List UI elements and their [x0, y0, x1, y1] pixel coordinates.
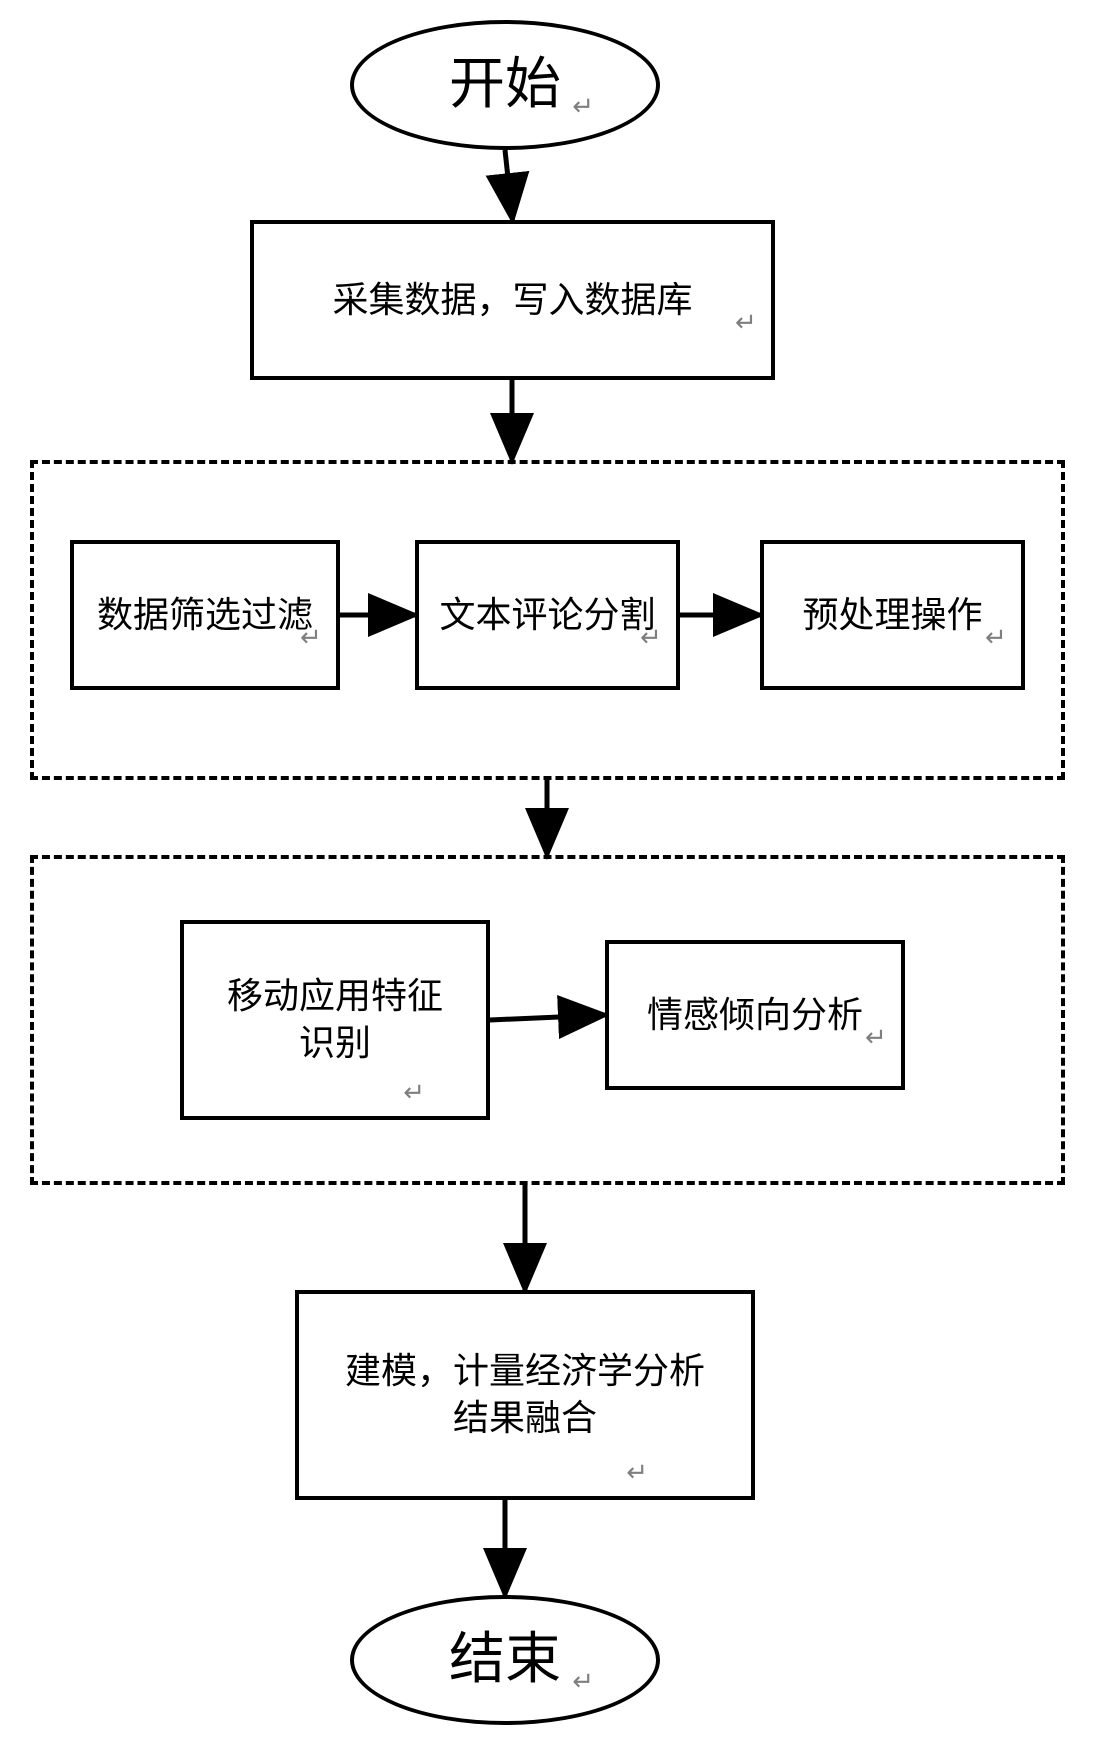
edge-start-collect — [505, 150, 513, 220]
filter-label: 数据筛选过滤 — [97, 592, 313, 639]
model-return-mark: ↵ — [626, 1457, 648, 1488]
preproc-return-mark: ↵ — [985, 622, 1007, 653]
start-node: 开始 — [350, 20, 660, 150]
model-label: 建模，计量经济学分析 结果融合 — [345, 1348, 705, 1442]
collect-node: 采集数据，写入数据库 — [250, 220, 775, 380]
feature-node: 移动应用特征 识别 — [180, 920, 490, 1120]
preproc-node: 预处理操作 — [760, 540, 1025, 690]
segment-label: 文本评论分割 — [439, 592, 655, 639]
end-return-mark: ↵ — [572, 1666, 594, 1697]
sentiment-label: 情感倾向分析 — [647, 992, 863, 1039]
start-return-mark: ↵ — [572, 91, 594, 122]
segment-node: 文本评论分割 — [415, 540, 680, 690]
feature-label: 移动应用特征 识别 — [227, 973, 443, 1067]
filter-return-mark: ↵ — [300, 622, 322, 653]
end-label: 结束 — [449, 1624, 561, 1697]
end-node: 结束 — [350, 1595, 660, 1725]
collect-return-mark: ↵ — [735, 307, 757, 338]
preproc-label: 预处理操作 — [802, 592, 982, 639]
feature-return-mark: ↵ — [403, 1077, 425, 1108]
model-node: 建模，计量经济学分析 结果融合 — [295, 1290, 755, 1500]
start-label: 开始 — [449, 49, 561, 122]
flowchart-canvas: 开始↵采集数据，写入数据库↵数据筛选过滤↵文本评论分割↵预处理操作↵移动应用特征… — [0, 0, 1099, 1764]
sentiment-return-mark: ↵ — [865, 1022, 887, 1053]
collect-label: 采集数据，写入数据库 — [332, 277, 692, 324]
segment-return-mark: ↵ — [640, 622, 662, 653]
sentiment-node: 情感倾向分析 — [605, 940, 905, 1090]
filter-node: 数据筛选过滤 — [70, 540, 340, 690]
